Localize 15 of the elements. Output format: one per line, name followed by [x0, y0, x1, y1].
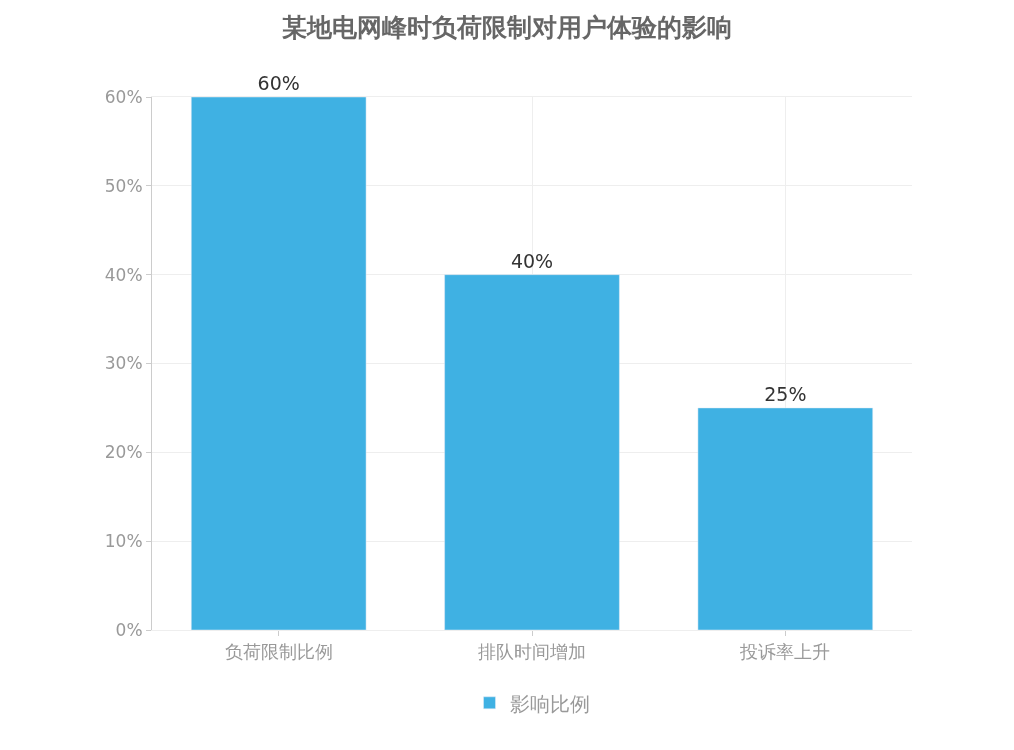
- y-tick-label: 20%: [104, 442, 143, 463]
- y-tick-label: 50%: [104, 175, 143, 196]
- data-label: 25%: [764, 382, 807, 405]
- x-tick-label: 投诉率上升: [739, 640, 831, 662]
- y-tick-label: 40%: [104, 264, 143, 285]
- x-tick-label: 负荷限制比例: [224, 640, 333, 662]
- data-label: 40%: [510, 249, 554, 272]
- y-tick-label: 0%: [115, 619, 143, 640]
- y-tick-label: 10%: [104, 531, 143, 552]
- chart-title: 某地电网峰时负荷限制对用户体验的影响: [282, 13, 732, 43]
- data-label: 60%: [257, 72, 300, 94]
- x-tick-label: 排队时间增加: [478, 640, 586, 662]
- y-tick-label: 60%: [104, 86, 143, 107]
- y-tick-label: 30%: [104, 353, 143, 374]
- legend-label: 影响比例: [509, 691, 590, 716]
